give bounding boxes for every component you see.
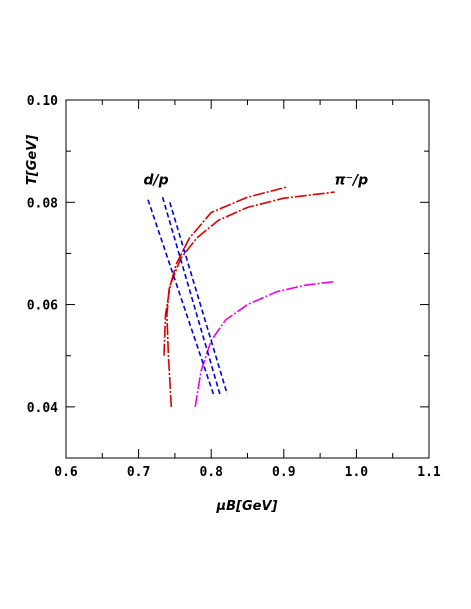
series-line-4 <box>147 199 215 395</box>
series-line-6 <box>169 202 228 395</box>
x-axis-title: μB[GeV] <box>216 499 278 514</box>
x-tick-label: 0.9 <box>272 465 295 480</box>
series-line-5 <box>161 196 222 397</box>
series-line-3 <box>194 280 335 408</box>
series-line-1 <box>166 186 288 407</box>
series-line-2 <box>163 191 335 356</box>
annotation-d-over-p: d/p <box>143 172 168 188</box>
x-tick-label: 0.7 <box>127 465 150 480</box>
x-tick-label: 1.1 <box>417 465 441 480</box>
series-group <box>147 186 335 408</box>
plot-frame <box>65 99 430 459</box>
y-axis-title: T[GeV] <box>25 135 40 185</box>
y-tick-label: 0.08 <box>27 196 58 211</box>
annotation-pi-over-p: π⁻/p <box>335 172 369 188</box>
y-tick-label: 0.10 <box>27 94 58 109</box>
x-tick-label: 0.6 <box>54 465 78 480</box>
axis-ticks <box>65 99 430 459</box>
y-tick-label: 0.04 <box>27 401 58 416</box>
axis-tick-labels: 0.6 0.7 0.8 0.9 1.0 1.1 0.04 0.06 0.08 0.10 <box>27 94 441 480</box>
x-tick-label: 0.8 <box>199 465 223 480</box>
y-tick-label: 0.06 <box>27 299 58 314</box>
x-tick-label: 1.0 <box>345 465 369 480</box>
